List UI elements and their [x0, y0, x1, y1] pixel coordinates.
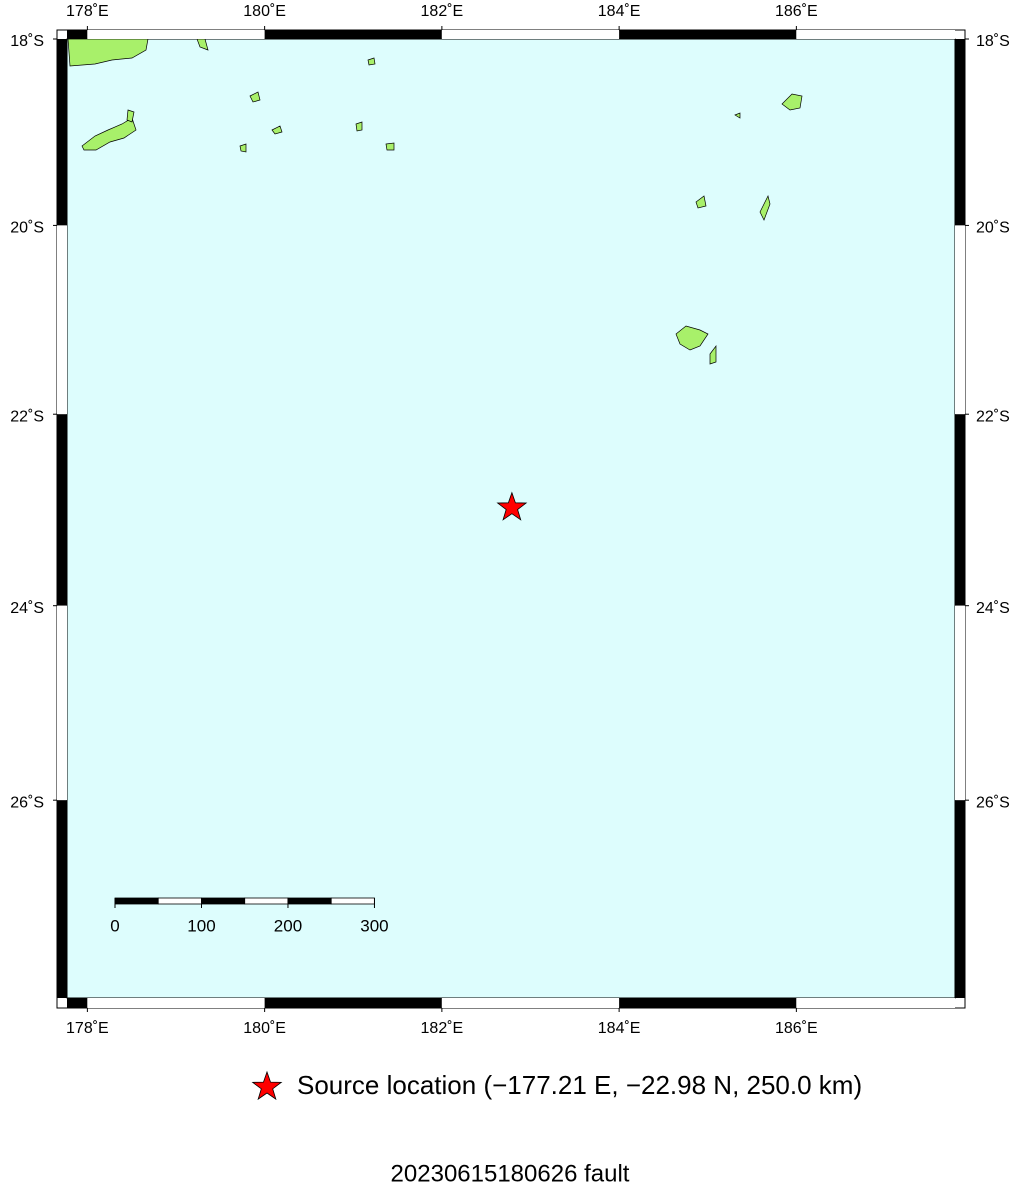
- scale-bar-segment: [244, 897, 289, 905]
- x-tick-label: 178˚E: [66, 3, 109, 20]
- scale-bar-label: 100: [187, 916, 215, 935]
- island: [271, 125, 283, 135]
- island: [781, 93, 803, 111]
- scale-bar-segment: [201, 897, 246, 905]
- island: [695, 195, 707, 209]
- island: [734, 112, 741, 119]
- scale-bar-segment: [330, 897, 375, 905]
- frame-stripe: [619, 30, 797, 39]
- y-tick-label: 24˚S: [10, 600, 44, 617]
- scale-bar-label: 200: [274, 916, 302, 935]
- y-tick-label: 18˚S: [10, 33, 44, 50]
- scale-bar-segment: [114, 897, 159, 905]
- x-tick-label: 180˚E: [243, 3, 286, 20]
- island: [81, 117, 137, 151]
- scale-bar-segment: [157, 897, 202, 905]
- x-tick-label: 186˚E: [775, 1020, 818, 1037]
- y-tick-label: 24˚S: [976, 600, 1010, 617]
- island: [385, 142, 395, 151]
- frame-stripe: [87, 30, 265, 39]
- frame-stripe: [955, 225, 965, 415]
- frame-stripe: [67, 998, 88, 1008]
- legend-symbol: [251, 1070, 283, 1101]
- frame-stripe: [955, 800, 965, 998]
- frame-stripe: [955, 414, 965, 606]
- island: [249, 91, 261, 103]
- frame-stripe: [57, 605, 67, 801]
- frame-stripe: [619, 998, 797, 1008]
- island: [239, 143, 247, 153]
- frame-stripe: [67, 30, 88, 39]
- scale-bar-label: 300: [360, 916, 388, 935]
- x-tick-label: 180˚E: [243, 1020, 286, 1037]
- y-tick-label: 26˚S: [976, 794, 1010, 811]
- scale-bar-label: 0: [110, 916, 119, 935]
- frame-stripe: [796, 30, 955, 39]
- island: [367, 57, 376, 66]
- land: [67, 38, 803, 365]
- frame-stripe: [796, 998, 955, 1008]
- island: [759, 194, 771, 221]
- x-tick-label: 184˚E: [598, 3, 641, 20]
- y-tick-label: 20˚S: [976, 220, 1010, 237]
- frame-stripe: [264, 998, 442, 1008]
- x-tick-label: 182˚E: [421, 3, 464, 20]
- x-tick-label: 184˚E: [598, 1020, 641, 1037]
- frame-stripe: [264, 30, 442, 39]
- scale-bar-segment: [287, 897, 332, 905]
- y-tick-label: 20˚S: [10, 220, 44, 237]
- x-tick-label: 182˚E: [421, 1020, 464, 1037]
- frame-stripe: [87, 998, 265, 1008]
- x-tick-label: 186˚E: [775, 3, 818, 20]
- frame-stripe: [441, 998, 620, 1008]
- island: [709, 344, 717, 365]
- figure-title: 20230615180626 fault: [391, 1160, 630, 1186]
- island: [126, 109, 135, 123]
- y-tick-label: 18˚S: [976, 33, 1010, 50]
- frame-stripe: [57, 225, 67, 415]
- y-tick-label: 22˚S: [10, 408, 44, 425]
- frame-stripe: [57, 39, 67, 226]
- x-tick-label: 178˚E: [66, 1020, 109, 1037]
- frame-stripe: [57, 800, 67, 998]
- legend-label: Source location (−177.21 E, −22.98 N, 25…: [297, 1070, 862, 1100]
- island: [355, 121, 363, 132]
- y-tick-label: 26˚S: [10, 794, 44, 811]
- y-tick-label: 22˚S: [976, 408, 1010, 425]
- ocean: [66, 38, 956, 999]
- island: [67, 38, 149, 67]
- frame-stripe: [955, 605, 965, 801]
- frame-stripe: [955, 39, 965, 226]
- frame-stripe: [441, 30, 620, 39]
- source-marker: [496, 491, 528, 521]
- frame-stripe: [57, 414, 67, 606]
- island: [675, 325, 709, 351]
